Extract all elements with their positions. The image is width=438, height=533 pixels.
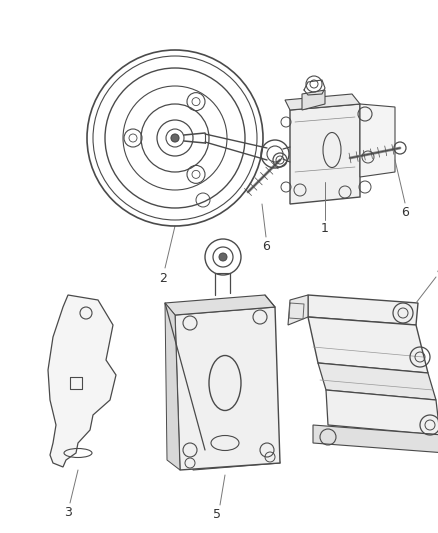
Polygon shape <box>360 104 395 177</box>
Text: 6: 6 <box>262 239 270 253</box>
Polygon shape <box>313 425 438 453</box>
Circle shape <box>171 134 179 142</box>
Text: 4: 4 <box>436 263 438 277</box>
Circle shape <box>219 253 227 261</box>
Polygon shape <box>165 303 180 470</box>
Polygon shape <box>308 295 418 325</box>
Polygon shape <box>326 390 438 435</box>
Polygon shape <box>175 307 280 470</box>
Text: 6: 6 <box>401 206 409 219</box>
Polygon shape <box>318 363 436 400</box>
Text: 1: 1 <box>321 222 329 235</box>
Polygon shape <box>285 94 360 110</box>
Text: 5: 5 <box>213 507 221 521</box>
Polygon shape <box>290 104 360 204</box>
Polygon shape <box>165 295 275 315</box>
Text: 3: 3 <box>64 505 72 519</box>
Polygon shape <box>48 295 116 467</box>
Polygon shape <box>302 90 325 110</box>
Polygon shape <box>190 443 280 470</box>
Text: 2: 2 <box>159 271 167 285</box>
Polygon shape <box>308 317 428 373</box>
Polygon shape <box>288 295 308 325</box>
